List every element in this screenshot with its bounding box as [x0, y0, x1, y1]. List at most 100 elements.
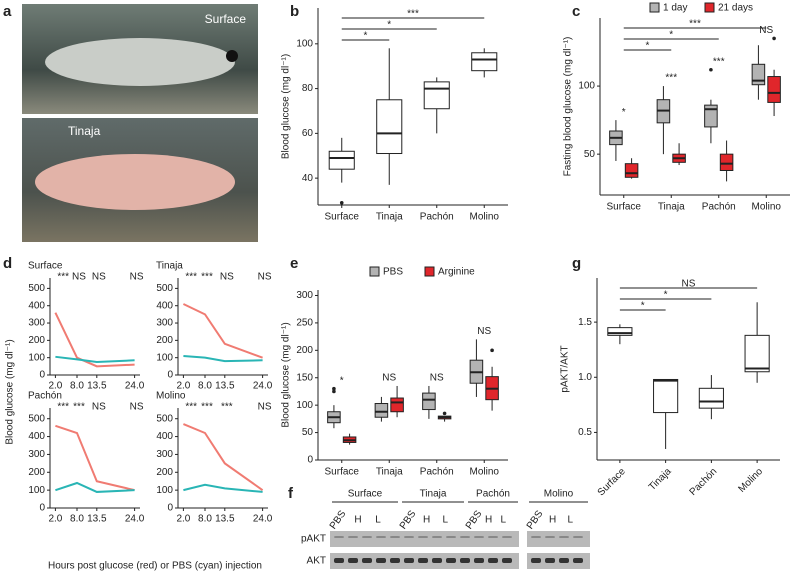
y-tick-label: 0	[39, 370, 45, 381]
bracket-label: *	[641, 301, 645, 312]
x-tick-label: Pachón	[420, 212, 454, 223]
line	[183, 354, 263, 363]
significance: NS	[430, 373, 444, 384]
blot-strip	[527, 553, 590, 569]
box	[390, 397, 404, 413]
y-tick-label: 1.0	[578, 372, 592, 383]
blot-band	[474, 558, 484, 563]
subplot-title: Tinaja	[156, 261, 183, 272]
blot-group: Molino	[544, 489, 574, 500]
significance: NS	[72, 272, 86, 283]
y-tick-label: 200	[156, 335, 173, 346]
y-tick-label: 0	[39, 503, 45, 514]
blot-band	[348, 558, 358, 563]
blot-lane: PBS	[328, 508, 349, 531]
significance: NS	[130, 402, 144, 413]
y-tick-label: 0.5	[578, 427, 592, 438]
y-tick-label: 400	[28, 300, 45, 311]
line	[54, 312, 135, 368]
y-tick-label: 250	[296, 318, 313, 329]
box	[751, 63, 766, 86]
y-tick-label: 200	[28, 467, 45, 478]
y-tick-label: 200	[28, 335, 45, 346]
x-tick-label: Molino	[470, 467, 500, 478]
significance: ***	[57, 272, 69, 283]
significance: *	[622, 107, 626, 118]
y-axis-label: Blood glucose (mg dl⁻¹)	[281, 322, 292, 427]
x-tick-label: 8.0	[198, 514, 212, 525]
box	[698, 387, 724, 409]
x-tick-label: 24.0	[125, 514, 145, 525]
box	[423, 81, 450, 110]
panel-letter: c	[572, 3, 580, 20]
legend-swatch	[424, 266, 435, 277]
significance: ***	[57, 402, 69, 413]
blot-band	[348, 536, 358, 538]
blot-band	[559, 536, 569, 538]
box	[653, 378, 679, 414]
blot-lane: H	[423, 515, 430, 526]
blot-band	[404, 536, 414, 538]
blot-band	[460, 558, 470, 563]
line	[183, 423, 264, 491]
significance: ***	[221, 402, 233, 413]
y-tick-label: 500	[156, 283, 173, 294]
legend-swatch	[369, 266, 380, 277]
bracket-label: *	[364, 31, 368, 42]
x-tick-label: 24.0	[125, 381, 145, 392]
fish	[35, 154, 235, 210]
y-tick-label: 500	[156, 413, 173, 424]
blot-band	[460, 536, 470, 538]
y-tick-label: 300	[28, 318, 45, 329]
legend-swatch	[649, 2, 660, 13]
blot-band	[573, 536, 583, 538]
x-tick-label: Tinaja	[647, 466, 674, 493]
blot-band	[474, 536, 484, 538]
x-tick-label: 2.0	[48, 381, 62, 392]
y-tick-label: 100	[296, 400, 313, 411]
box	[607, 327, 633, 336]
x-tick-label: 24.0	[253, 381, 273, 392]
blot-band	[559, 558, 569, 563]
blot-lane: L	[443, 515, 449, 526]
y-tick-label: 100	[28, 352, 45, 363]
blot-band	[502, 558, 512, 563]
blot-band	[362, 558, 372, 563]
blot-band	[502, 536, 512, 538]
blot-group: Surface	[348, 489, 383, 500]
blot-group: Pachón	[476, 489, 510, 500]
x-tick-label: 13.5	[215, 514, 235, 525]
blot-band	[390, 558, 400, 563]
y-axis-label: pAKT/AKT	[560, 345, 571, 392]
blot-group: Tinaja	[420, 489, 447, 500]
blot-lane: PBS	[398, 508, 419, 531]
x-tick-label: Surface	[325, 212, 360, 223]
y-tick-label: 80	[302, 83, 314, 94]
significance: NS	[382, 373, 396, 384]
significance: ***	[713, 56, 725, 67]
significance: NS	[130, 272, 144, 283]
box	[744, 334, 770, 373]
x-tick-label: Pachón	[702, 202, 736, 213]
line	[55, 424, 135, 492]
y-axis-label: Fasting blood glucose (mg dl⁻¹)	[563, 37, 574, 177]
y-tick-label: 100	[28, 485, 45, 496]
significance: NS	[477, 326, 491, 337]
x-tick-label: Molino	[736, 466, 765, 495]
blot-band	[362, 536, 372, 538]
legend-label: 21 days	[718, 3, 753, 14]
blot-band	[390, 536, 400, 538]
bracket-label: *	[669, 30, 673, 41]
y-tick-label: 0	[307, 455, 313, 466]
panel-letter: f	[288, 485, 294, 502]
legend-label: 1 day	[663, 3, 687, 14]
legend-label: PBS	[383, 267, 403, 278]
y-tick-label: 1.5	[578, 317, 592, 328]
x-tick-label: Surface	[607, 202, 642, 213]
y-tick-label: 150	[296, 372, 313, 383]
y-tick-label: 400	[156, 431, 173, 442]
x-tick-label: Tinaja	[658, 202, 685, 213]
bracket-label: *	[646, 41, 650, 52]
subplot-title: Molino	[156, 391, 186, 402]
y-axis-label: Blood glucose (mg dl⁻¹)	[5, 339, 16, 444]
